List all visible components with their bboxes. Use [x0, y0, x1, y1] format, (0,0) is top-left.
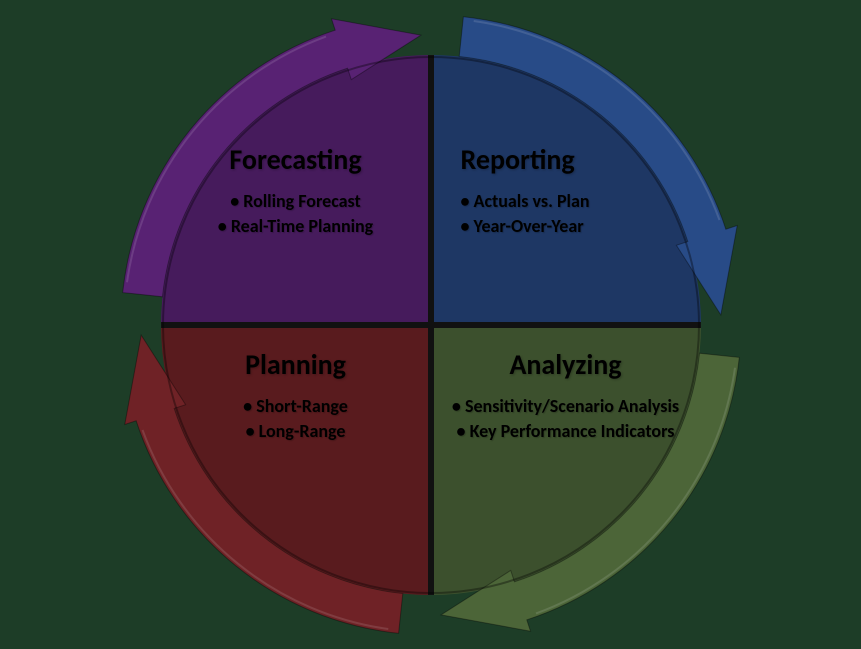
cycle-diagram: Forecasting Rolling Forecast Real-Time P… [121, 15, 741, 635]
quadrant-fill-planning [161, 325, 431, 595]
cycle-svg [121, 15, 741, 635]
quadrant-fill-analyzing [431, 325, 701, 595]
quadrant-fill-forecasting [161, 55, 431, 325]
quadrant-fill-reporting [431, 55, 701, 325]
